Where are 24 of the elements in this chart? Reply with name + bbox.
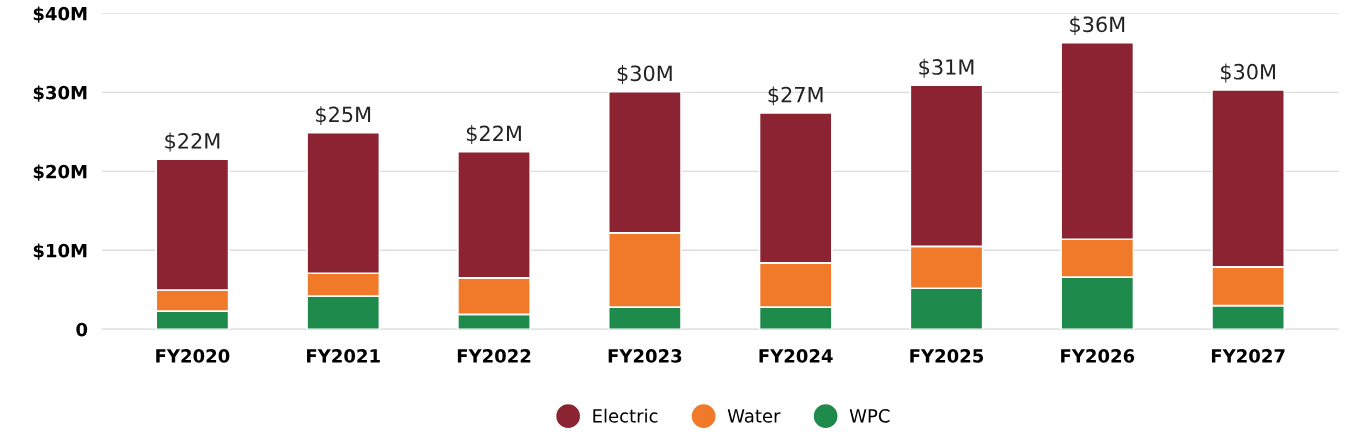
x-tick-label: FY2020 [156, 349, 230, 363]
total-label: $36M [1070, 16, 1125, 35]
x-tick-label: FY2021 [307, 349, 380, 363]
x-tick-label: FY2022 [457, 349, 531, 363]
y-tick-label: $30M [33, 85, 87, 102]
total-label: $30M [1220, 63, 1275, 83]
x-tick-label: FY2025 [910, 349, 984, 363]
x-tick-label: FY2023 [608, 349, 682, 363]
total-label: $30M [617, 65, 672, 84]
y-tick-label: 0 [76, 322, 88, 337]
total-label: $22M [466, 125, 521, 144]
y-tick-label: $40M [33, 6, 87, 23]
total-label: $27M [768, 86, 823, 106]
y-tick-label: $20M [33, 164, 87, 181]
total-label: $31M [919, 58, 974, 78]
total-label: $25M [316, 106, 371, 126]
legend-label: Water [727, 409, 781, 423]
x-tick-label: FY2024 [759, 349, 833, 363]
x-tick-label: FY2027 [1211, 349, 1285, 363]
x-tick-label: FY2026 [1061, 349, 1135, 363]
legend-label: WPC [849, 409, 890, 423]
total-label: $22M [165, 132, 220, 152]
y-tick-label: $10M [33, 243, 87, 260]
legend-label: Electric [593, 408, 658, 423]
